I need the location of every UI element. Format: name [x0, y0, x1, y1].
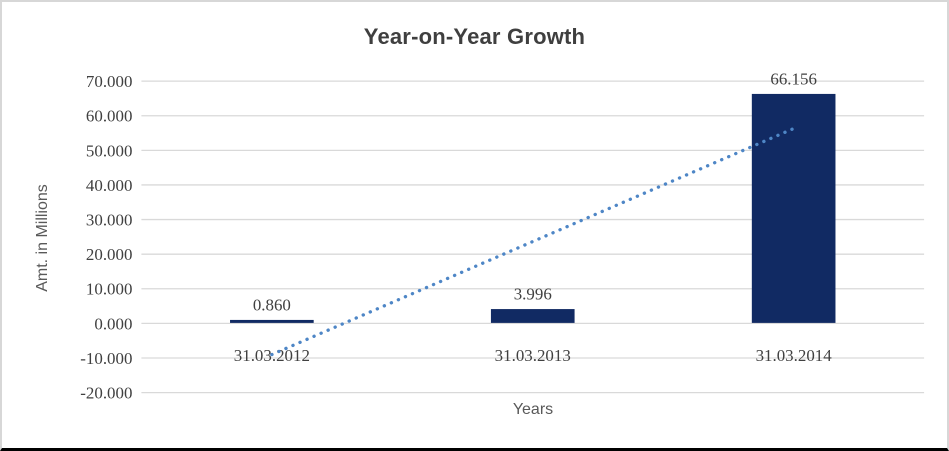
- y-tick-label: -10.000: [80, 349, 132, 368]
- bar: [230, 319, 314, 323]
- bar: [490, 309, 575, 323]
- category-label: 31.03.2014: [756, 346, 833, 365]
- y-tick-label: 40.000: [86, 176, 133, 195]
- y-tick-label: 10.000: [86, 280, 133, 299]
- trendline: [270, 126, 796, 357]
- bar-data-label: 0.860: [253, 296, 291, 315]
- y-tick-label: 70.000: [86, 72, 133, 91]
- x-axis-title: Years: [512, 401, 554, 418]
- bar-data-label: 3.996: [514, 285, 552, 304]
- bar: [751, 93, 836, 323]
- y-tick-label: 60.000: [86, 107, 133, 126]
- chart-title: Year-on-Year Growth: [363, 24, 586, 49]
- y-tick-label: 20.000: [86, 245, 133, 264]
- category-label: 31.03.2013: [495, 346, 571, 365]
- y-tick-label: 0.000: [94, 314, 132, 333]
- bar-data-label: 66.156: [770, 70, 817, 89]
- y-tick-label: 30.000: [86, 211, 133, 230]
- y-tick-label: 50.000: [86, 141, 133, 160]
- y-tick-label: -20.000: [80, 384, 132, 403]
